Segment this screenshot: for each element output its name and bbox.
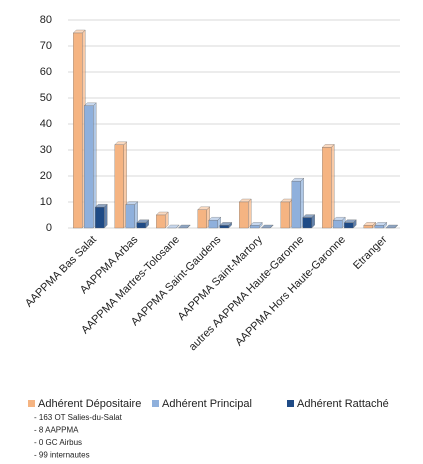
bar	[374, 225, 384, 229]
bar	[84, 105, 94, 229]
legend-label: Adhérent Rattaché	[297, 398, 389, 410]
bar	[333, 220, 343, 229]
bar-top	[385, 224, 399, 229]
y-tick-label: 80	[40, 14, 52, 26]
y-tick-label: 30	[40, 144, 52, 156]
bar-side	[248, 198, 252, 229]
legend-label: Adhérent Dépositaire	[38, 398, 141, 410]
bar	[136, 222, 146, 229]
x-tick-label: AAPPMA Bas Salat	[23, 234, 99, 310]
x-tick-label: AAPPMA Saint-Martory	[176, 233, 266, 323]
bar	[250, 225, 260, 229]
bar	[125, 204, 135, 229]
bar	[322, 147, 332, 229]
bar	[363, 225, 373, 229]
bar	[280, 201, 290, 229]
legend-swatch	[28, 400, 35, 407]
bar	[197, 209, 207, 229]
note: - 99 internautes	[34, 451, 90, 460]
bar-side	[104, 203, 108, 229]
bar	[239, 201, 249, 229]
y-tick-label: 60	[40, 66, 52, 78]
note: - 8 AAPPMA	[34, 426, 79, 435]
note: - 163 OT Salies-du-Salat	[34, 413, 123, 422]
bar	[156, 214, 166, 229]
bar	[114, 144, 124, 229]
x-tick-label: Etranger	[351, 233, 390, 272]
bar	[219, 225, 229, 229]
bar	[302, 217, 312, 229]
bar-top	[177, 224, 191, 229]
bar-top	[166, 224, 180, 229]
legend-swatch	[287, 400, 294, 407]
note: - 0 GC Airbus	[34, 438, 82, 447]
legend-label: Adhérent Principal	[162, 398, 252, 410]
y-tick-label: 20	[40, 170, 52, 182]
bar-top	[260, 224, 274, 229]
y-tick-label: 50	[40, 92, 52, 104]
bar	[208, 220, 218, 229]
bar	[95, 207, 105, 229]
bar-side	[331, 144, 335, 229]
y-tick-label: 10	[40, 196, 52, 208]
y-tick-label: 40	[40, 118, 52, 130]
y-tick-label: 70	[40, 40, 52, 52]
bar	[73, 32, 83, 229]
bar	[344, 222, 354, 229]
y-tick-label: 0	[46, 222, 52, 234]
legend-swatch	[152, 400, 159, 407]
bar	[291, 181, 301, 229]
